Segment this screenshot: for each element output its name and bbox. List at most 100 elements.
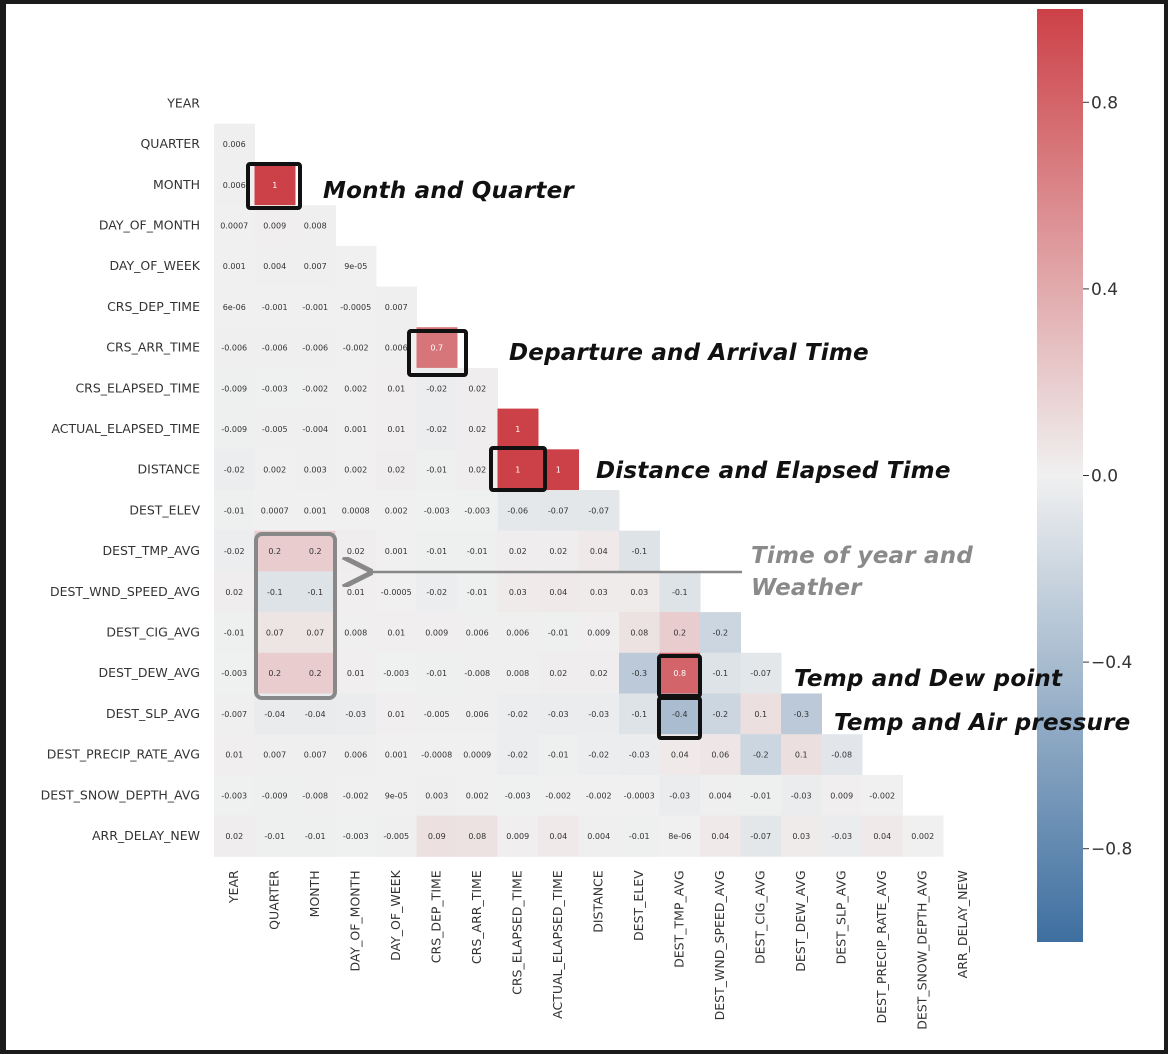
heatmap-cell bbox=[700, 734, 741, 776]
col-label-actual-elapsed-time: ACTUAL_ELAPSED_TIME bbox=[550, 870, 565, 1019]
row-label-crs-dep-time: CRS_DEP_TIME bbox=[107, 299, 200, 314]
cell-value: 0.01 bbox=[347, 588, 365, 597]
row-label-quarter: QUARTER bbox=[140, 136, 200, 151]
heatmap-cell bbox=[214, 327, 255, 369]
cell-value: -0.0008 bbox=[421, 751, 452, 760]
heatmap-cell bbox=[254, 205, 296, 247]
cell-value: 0.002 bbox=[344, 466, 367, 475]
cell-value: 0.02 bbox=[468, 384, 486, 393]
cell-value: -0.07 bbox=[750, 832, 771, 841]
heatmap-cell bbox=[295, 449, 336, 491]
cell-value: -0.04 bbox=[264, 710, 285, 719]
cell-value: -0.02 bbox=[507, 751, 528, 760]
cell-value: -0.03 bbox=[345, 710, 366, 719]
col-label-day-of-month: DAY_OF_MONTH bbox=[348, 870, 363, 971]
cell-value: -0.03 bbox=[791, 791, 812, 800]
col-label-crs-elapsed-time: CRS_ELAPSED_TIME bbox=[510, 870, 525, 995]
highlight-temp-pressure bbox=[657, 696, 702, 740]
annotation-time-weather: Time of year and Weather bbox=[751, 543, 973, 601]
heatmap-cell bbox=[295, 286, 336, 328]
cell-value: -0.08 bbox=[831, 751, 852, 760]
heatmap-cell bbox=[335, 286, 377, 328]
heatmap-cell bbox=[214, 693, 255, 735]
figure: 0.006 0.006 1 0.0007 0.009 0.008 0.001 0.004 0.0… bbox=[6, 4, 1164, 1050]
col-label-distance: DISTANCE bbox=[591, 870, 606, 933]
heatmap-cell bbox=[659, 815, 701, 857]
cell-value: -0.001 bbox=[302, 303, 328, 312]
heatmap-cell bbox=[376, 286, 417, 328]
cell-value: 0.003 bbox=[425, 791, 448, 800]
heatmap-cell bbox=[214, 734, 255, 776]
cell-value: 0.004 bbox=[263, 262, 286, 271]
heatmap-cell bbox=[781, 693, 822, 735]
cell-value: 0.2 bbox=[268, 547, 281, 556]
cell-value: 0.01 bbox=[387, 710, 405, 719]
annotation-temp-pressure: Temp and Air pressure bbox=[834, 710, 1131, 736]
heatmap-cell bbox=[295, 245, 336, 287]
row-labels: YEAR QUARTER MONTH DAY_OF_MONTH DAY_OF_WEEK C… bbox=[41, 95, 201, 843]
cell-value: 0.04 bbox=[590, 547, 608, 556]
cell-value: -0.06 bbox=[507, 506, 528, 515]
heatmap-cell bbox=[740, 734, 782, 776]
colorbar: −0.8 −0.4 0.0 0.4 0.8 bbox=[1037, 9, 1132, 942]
cell-value: 0.001 bbox=[385, 751, 408, 760]
heatmap-cell bbox=[335, 449, 377, 491]
heatmap-cell bbox=[416, 530, 458, 572]
heatmap-cell bbox=[214, 774, 255, 817]
cell-value: 0.1 bbox=[754, 710, 767, 719]
row-label-crs-arr-time: CRS_ARR_TIME bbox=[106, 340, 200, 355]
cell-value: -0.006 bbox=[262, 344, 288, 353]
heatmap-cell bbox=[254, 490, 296, 532]
heatmap-cell bbox=[295, 734, 336, 776]
heatmap-cell bbox=[214, 367, 255, 410]
heatmap-cell bbox=[457, 612, 498, 654]
heatmap-cell bbox=[376, 408, 417, 450]
heatmap-cell bbox=[781, 815, 822, 857]
heatmap-cell bbox=[416, 612, 458, 654]
heatmap-cell bbox=[376, 774, 417, 817]
col-label-crs-arr-time: CRS_ARR_TIME bbox=[469, 870, 484, 964]
row-label-crs-elapsed-time: CRS_ELAPSED_TIME bbox=[75, 380, 200, 395]
cell-value: 0.01 bbox=[347, 669, 365, 678]
cell-value: 0.0007 bbox=[220, 221, 248, 230]
cell-value: 0.04 bbox=[711, 832, 729, 841]
heatmap-cell bbox=[295, 327, 336, 369]
heatmap-cell bbox=[295, 205, 336, 247]
cell-value: -0.01 bbox=[548, 751, 569, 760]
heatmap-cell bbox=[254, 652, 296, 694]
cell-value: -0.002 bbox=[343, 791, 369, 800]
cell-value: 0.8 bbox=[673, 669, 686, 678]
cell-value: -0.003 bbox=[221, 791, 247, 800]
heatmap-cell bbox=[619, 734, 660, 776]
row-label-dest-dew-avg: DEST_DEW_AVG bbox=[99, 665, 200, 680]
cell-value: 0.01 bbox=[387, 628, 405, 637]
cell-value: -0.1 bbox=[631, 710, 647, 719]
cell-value: 0.04 bbox=[549, 588, 567, 597]
heatmap-cell bbox=[214, 408, 255, 450]
heatmap-cell bbox=[497, 774, 539, 817]
heatmap-cell bbox=[497, 815, 539, 857]
heatmap-cell bbox=[619, 652, 660, 694]
heatmap-cell bbox=[740, 774, 782, 817]
heatmap-cell bbox=[335, 652, 377, 694]
cell-value: -0.1 bbox=[307, 588, 323, 597]
heatmap-cell bbox=[497, 408, 539, 450]
cell-value: -0.01 bbox=[426, 466, 447, 475]
colorbar-tick-label: 0.4 bbox=[1091, 280, 1118, 300]
heatmap-cell bbox=[254, 449, 296, 491]
heatmap-cell bbox=[254, 612, 296, 654]
cell-value: -0.009 bbox=[221, 384, 247, 393]
heatmap-cell bbox=[497, 490, 539, 532]
col-label-quarter: QUARTER bbox=[267, 870, 282, 930]
cell-value: -0.006 bbox=[302, 344, 328, 353]
heatmap-cell bbox=[457, 774, 498, 817]
cell-value: 1 bbox=[515, 425, 520, 434]
heatmap-cell bbox=[740, 652, 782, 694]
heatmap-cell bbox=[538, 571, 579, 613]
cell-value: 0.02 bbox=[549, 547, 567, 556]
cell-value: -0.03 bbox=[588, 710, 609, 719]
cell-value: 0.007 bbox=[304, 262, 327, 271]
cell-value: -0.002 bbox=[869, 791, 895, 800]
cell-value: -0.3 bbox=[793, 710, 809, 719]
heatmap-cell bbox=[214, 245, 255, 287]
